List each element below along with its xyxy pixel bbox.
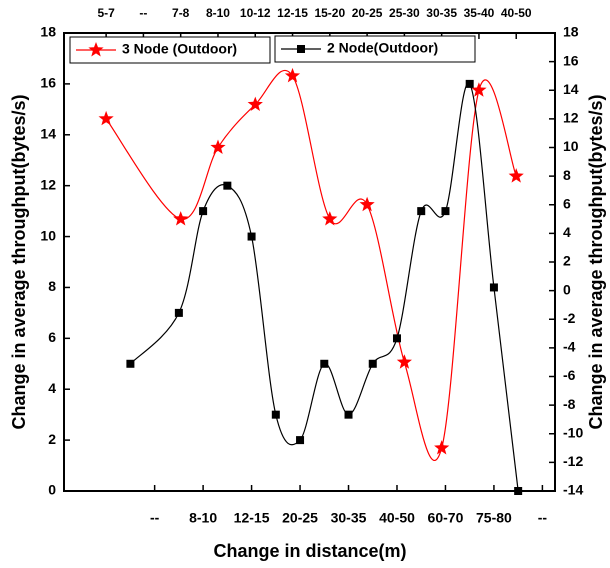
y2-tick-label: 4 [563, 224, 571, 240]
square-marker [344, 410, 353, 419]
y2-tick-label: 0 [563, 281, 571, 297]
x-tick-label: -- [150, 510, 160, 526]
y2-tick-label: 14 [563, 81, 579, 97]
legend-label: 2 Node(Outdoor) [327, 40, 438, 56]
y-tick-label: 2 [48, 431, 56, 447]
y2-tick-label: 6 [563, 195, 571, 211]
square-marker [441, 207, 450, 216]
square-marker [174, 308, 183, 317]
x2-tick-label: 12-15 [277, 6, 308, 20]
series-line [105, 69, 517, 461]
x-axis-title: Change in distance(m) [213, 541, 406, 561]
star-marker [173, 211, 189, 226]
square-marker [368, 359, 377, 368]
star-marker [98, 110, 114, 126]
x2-tick-label: 20-25 [352, 6, 383, 20]
square-marker [320, 359, 329, 368]
y-tick-label: 8 [48, 278, 56, 294]
x-tick-label: 40-50 [379, 510, 415, 526]
star-marker [396, 354, 412, 369]
series-line [129, 82, 519, 492]
square-marker [392, 334, 401, 343]
y-tick-label: 4 [48, 380, 56, 396]
y-tick-label: 14 [40, 125, 56, 141]
square-marker [247, 232, 256, 241]
x2-tick-label: 5-7 [97, 6, 115, 20]
plot-frame [63, 32, 556, 492]
y2-tick-label: 10 [563, 138, 579, 154]
x2-tick-label: -- [139, 6, 147, 20]
square-marker [223, 181, 232, 190]
star-marker [508, 168, 524, 183]
star-marker [322, 211, 338, 226]
x-tick-label: 20-25 [282, 510, 318, 526]
x-tick-label: -- [538, 510, 548, 526]
y2-tick-label: -8 [563, 396, 576, 412]
x2-tick-label: 40-50 [501, 6, 532, 20]
square-marker [199, 207, 208, 216]
square-marker [297, 45, 305, 53]
square-marker [271, 410, 280, 419]
star-marker [471, 82, 487, 97]
x2-tick-label: 15-20 [314, 6, 345, 20]
star-marker [247, 96, 263, 111]
square-marker [126, 359, 135, 368]
y-axis-title: Change in average throughput(bytes/s) [9, 94, 29, 429]
x2-tick-label: 7-8 [172, 6, 190, 20]
star-marker [88, 42, 104, 57]
y2-tick-label: -6 [563, 367, 576, 383]
star-marker [284, 67, 301, 83]
y2-tick-label: 16 [563, 52, 579, 68]
y2-tick-label: -2 [563, 310, 576, 326]
x-tick-label: 30-35 [331, 510, 367, 526]
y2-axis-title: Change in average throughput(bytes/s) [586, 94, 606, 429]
y2-tick-label: 8 [563, 167, 571, 183]
y2-tick-label: 2 [563, 253, 571, 269]
y-tick-label: 18 [40, 24, 56, 40]
legend-label: 3 Node (Outdoor) [122, 41, 237, 57]
x-tick-label: 75-80 [476, 510, 512, 526]
x-tick-label: 8-10 [189, 510, 217, 526]
star-marker [210, 139, 226, 154]
y2-tick-label: -10 [563, 424, 583, 440]
y-tick-label: 10 [40, 227, 56, 243]
star-marker [359, 196, 375, 212]
y2-tick-label: -4 [563, 339, 576, 355]
x-tick-label: 12-15 [234, 510, 270, 526]
square-marker [417, 207, 426, 216]
y-tick-label: 0 [48, 482, 56, 498]
square-marker [296, 436, 305, 445]
y2-tick-label: -12 [563, 453, 583, 469]
x2-tick-label: 8-10 [206, 6, 230, 20]
y-tick-label: 6 [48, 329, 56, 345]
y-tick-label: 12 [40, 176, 56, 192]
y2-tick-label: 12 [563, 110, 579, 126]
star-marker [434, 440, 450, 455]
x-tick-label: 60-70 [428, 510, 464, 526]
x2-tick-label: 30-35 [426, 6, 457, 20]
square-marker [465, 79, 474, 88]
x2-tick-label: 10-12 [240, 6, 271, 20]
x2-tick-label: 25-30 [389, 6, 420, 20]
y2-tick-label: -14 [563, 482, 583, 498]
square-marker [514, 487, 523, 495]
square-marker [489, 283, 498, 292]
y2-tick-label: 18 [563, 24, 579, 40]
x2-tick-label: 35-40 [464, 6, 495, 20]
y-tick-label: 16 [40, 75, 56, 91]
